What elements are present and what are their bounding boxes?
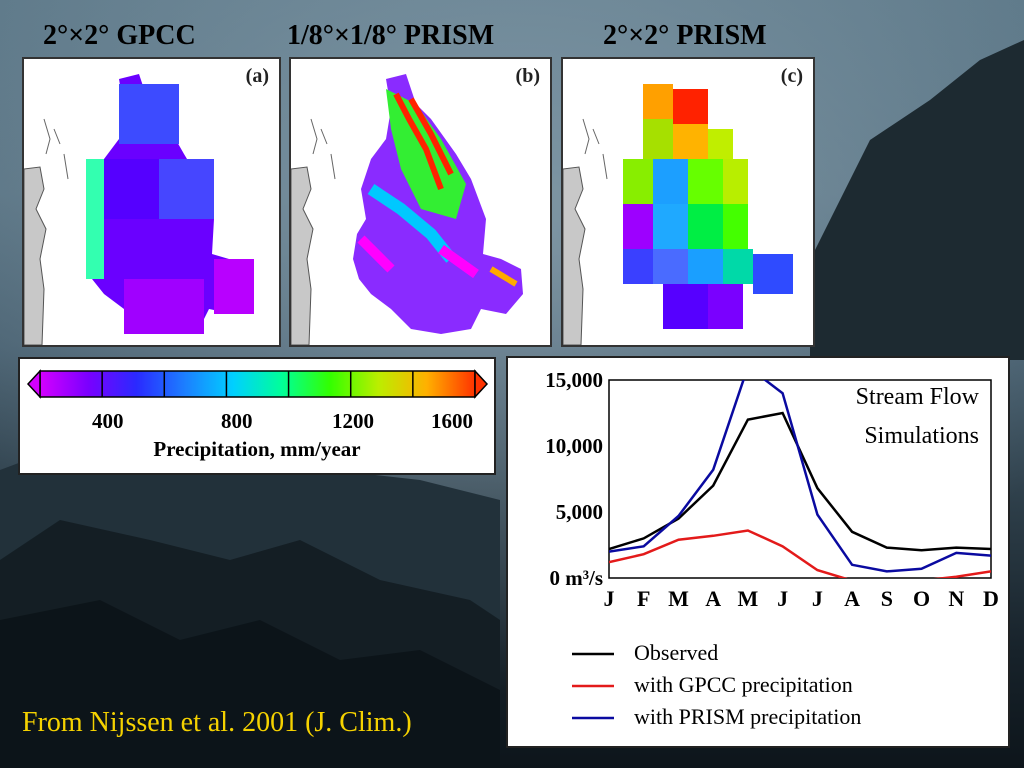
series-line-2	[609, 529, 991, 578]
prism-coarse-precip-map	[563, 84, 793, 345]
stream-flow-chart-panel: 15,000 10,000 5,000 0 m³/s J F M A M J J A S O N D Strea…	[506, 356, 1010, 748]
prism-fine-precip-map	[291, 74, 523, 345]
colorbar-gradient	[39, 370, 476, 398]
y-tick-label: 5,000	[556, 500, 603, 524]
colorbar	[26, 369, 489, 399]
y-tick-label: 15,000	[545, 368, 603, 392]
legend-tick-400: 400	[92, 409, 124, 433]
panel-label-a: (a)	[245, 65, 269, 87]
legend-tick-1600: 1600	[431, 409, 473, 433]
x-tick-label: M	[738, 586, 759, 611]
x-tick-label: D	[983, 586, 999, 611]
legend-title: Precipitation, mm/year	[153, 437, 361, 461]
legend-tick-1200: 1200	[332, 409, 374, 433]
panel-label-c: (c)	[780, 65, 803, 87]
y-tick-label: 10,000	[545, 434, 603, 458]
chart-title-line-2: Simulations	[864, 423, 979, 449]
colorbar-arrow-left	[26, 369, 41, 399]
series-line-3	[609, 380, 991, 573]
gpcc-precip-map	[24, 74, 254, 345]
colorbar-arrow-right	[474, 369, 489, 399]
plot-frame	[608, 379, 992, 579]
legend-label-3: with PRISM precipitation	[634, 704, 861, 729]
x-tick-label: A	[705, 586, 721, 611]
map-panel-b: (b)	[289, 57, 552, 347]
y-tick-label: 0 m³/s	[549, 566, 603, 590]
legend-tick-800: 800	[221, 409, 253, 433]
x-tick-label: J	[777, 586, 788, 611]
panel-title-gpcc: 2°×2° GPCC	[43, 20, 196, 51]
x-tick-label: M	[668, 586, 689, 611]
x-tick-label: J	[604, 586, 615, 611]
x-tick-label: S	[881, 586, 893, 611]
x-tick-label: J	[812, 586, 823, 611]
precip-legend: 400 800 1200 1600 Precipitation, mm/year	[18, 357, 496, 475]
legend-label-1: Observed	[634, 640, 718, 665]
x-tick-label: N	[948, 586, 964, 611]
x-tick-label: O	[913, 586, 930, 611]
map-panel-c: (c)	[561, 57, 815, 347]
map-panel-a: (a)	[22, 57, 281, 347]
x-tick-label: F	[637, 586, 650, 611]
legend-label-2: with GPCC precipitation	[634, 672, 853, 697]
x-tick-label: A	[844, 586, 860, 611]
panel-label-b: (b)	[515, 65, 540, 87]
chart-title-line-1: Stream Flow	[856, 384, 980, 410]
source-citation: From Nijssen et al. 2001 (J. Clim.)	[22, 707, 412, 738]
panel-title-prism-fine: 1/8°×1/8° PRISM	[287, 20, 495, 51]
panel-title-prism-coarse: 2°×2° PRISM	[603, 20, 767, 51]
